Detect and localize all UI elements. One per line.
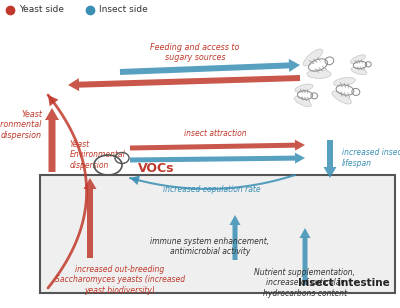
Text: Nutrient supplementation,
increase of cuticolar
hydrocarbons content: Nutrient supplementation, increase of cu… — [254, 268, 356, 298]
Ellipse shape — [334, 77, 355, 86]
Text: Yeast
Environmental
dispersion: Yeast Environmental dispersion — [70, 140, 126, 170]
Text: Insect intestine: Insect intestine — [298, 278, 390, 288]
Text: Insect side: Insect side — [99, 6, 148, 14]
Text: increased insect
lifespan: increased insect lifespan — [342, 148, 400, 168]
Polygon shape — [300, 228, 310, 285]
Ellipse shape — [351, 67, 367, 75]
Polygon shape — [130, 176, 140, 185]
Ellipse shape — [307, 70, 331, 79]
Text: immune system enhancement,
antimicrobial activity: immune system enhancement, antimicrobial… — [150, 237, 270, 256]
Text: Yeast
Environmental
dispersion: Yeast Environmental dispersion — [0, 110, 42, 140]
Text: VOCs: VOCs — [138, 161, 174, 175]
Polygon shape — [230, 215, 240, 260]
Polygon shape — [45, 108, 59, 172]
Ellipse shape — [295, 84, 313, 92]
Ellipse shape — [294, 97, 311, 107]
Polygon shape — [84, 178, 96, 258]
Polygon shape — [130, 153, 305, 164]
Polygon shape — [48, 95, 58, 106]
Text: increased out-breeding
Saccharomyces yeasts (increased
yeast biodiversity): increased out-breeding Saccharomyces yea… — [55, 265, 185, 295]
Text: increased copulation rate: increased copulation rate — [163, 185, 261, 194]
Ellipse shape — [303, 49, 323, 66]
Ellipse shape — [332, 91, 351, 104]
Polygon shape — [324, 140, 336, 178]
Polygon shape — [120, 59, 300, 75]
Ellipse shape — [350, 55, 366, 63]
Text: Feeding and access to
sugary sources: Feeding and access to sugary sources — [150, 43, 240, 62]
FancyBboxPatch shape — [40, 175, 395, 293]
Text: Yeast side: Yeast side — [19, 6, 64, 14]
Polygon shape — [130, 140, 305, 151]
Text: insect attraction: insect attraction — [184, 129, 246, 138]
Polygon shape — [68, 75, 300, 91]
